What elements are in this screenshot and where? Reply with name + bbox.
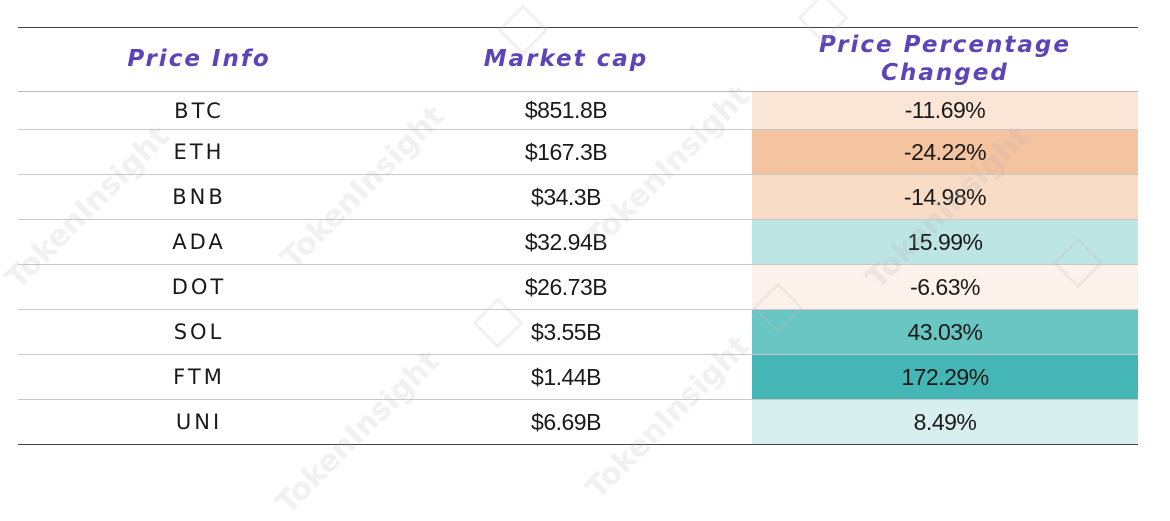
header-market-cap: Market cap xyxy=(483,45,649,72)
change-cell: 8.49% xyxy=(752,399,1138,445)
market-cap-cell: $34.3B xyxy=(531,183,601,210)
header-price-change-line1: Price Percentage xyxy=(819,31,1071,58)
table-row: ETH $167.3B -24.22% xyxy=(18,129,1138,175)
change-cell: 172.29% xyxy=(752,354,1138,400)
change-cell: -11.69% xyxy=(752,91,1138,130)
change-cell: -24.22% xyxy=(752,129,1138,175)
change-cell: 15.99% xyxy=(752,219,1138,265)
header-price-change: Price Percentage Changed xyxy=(752,28,1138,92)
market-cap-cell: $1.44B xyxy=(531,363,601,390)
coin-cell: ADA xyxy=(172,230,226,254)
market-cap-cell: $32.94B xyxy=(524,228,608,255)
price-table: Price Info Market cap Price Percentage C… xyxy=(18,27,1138,445)
coin-cell: DOT xyxy=(171,275,227,299)
change-cell: -14.98% xyxy=(752,174,1138,220)
table-row: DOT $26.73B -6.63% xyxy=(18,264,1138,310)
coin-cell: BTC xyxy=(174,98,224,123)
coin-cell: SOL xyxy=(173,320,225,344)
table-row: FTM $1.44B 172.29% xyxy=(18,354,1138,400)
header-price-info: Price Info xyxy=(127,45,271,72)
table-row: ADA $32.94B 15.99% xyxy=(18,219,1138,265)
table-row: BTC $851.8B -11.69% xyxy=(18,91,1138,130)
header-price-change-line2: Changed xyxy=(881,59,1009,86)
table-header-row: Price Info Market cap Price Percentage C… xyxy=(18,27,1138,92)
market-cap-cell: $26.73B xyxy=(524,273,608,300)
market-cap-cell: $6.69B xyxy=(531,408,601,435)
coin-cell: UNI xyxy=(175,410,223,434)
change-cell: 43.03% xyxy=(752,309,1138,355)
market-cap-cell: $851.8B xyxy=(524,97,608,123)
market-cap-cell: $3.55B xyxy=(531,318,601,345)
change-cell: -6.63% xyxy=(752,264,1138,310)
coin-cell: BNB xyxy=(172,185,226,209)
coin-cell: ETH xyxy=(173,140,225,164)
market-cap-cell: $167.3B xyxy=(524,138,608,165)
table-row: SOL $3.55B 43.03% xyxy=(18,309,1138,355)
coin-cell: FTM xyxy=(173,365,225,389)
table-row: BNB $34.3B -14.98% xyxy=(18,174,1138,220)
table-row: UNI $6.69B 8.49% xyxy=(18,399,1138,445)
